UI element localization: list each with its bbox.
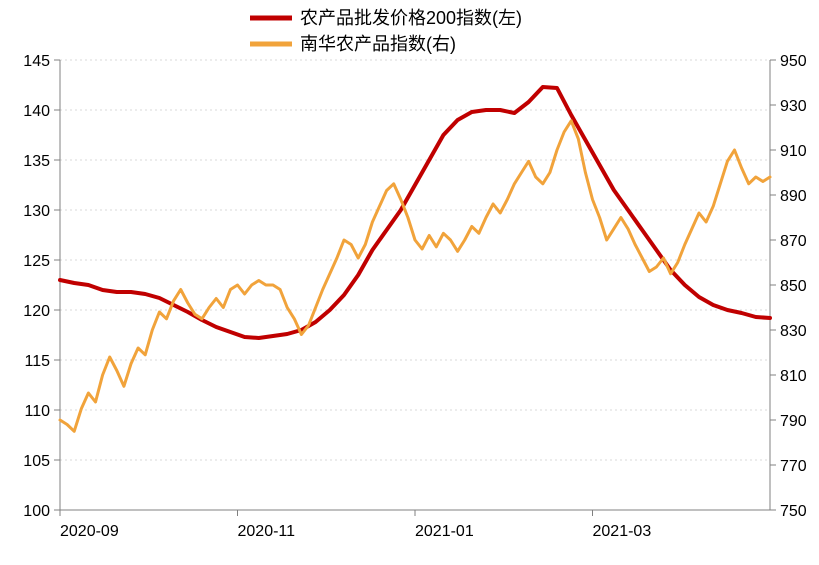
y-left-tick-label: 100 [23, 503, 50, 520]
y-right-tick-label: 790 [780, 413, 807, 430]
x-tick-label: 2020-09 [60, 523, 119, 540]
y-left-tick-label: 145 [23, 53, 50, 70]
y-left-tick-label: 140 [23, 103, 50, 120]
legend-label: 南华农产品指数(右) [300, 34, 456, 54]
y-left-tick-label: 130 [23, 203, 50, 220]
y-right-tick-label: 850 [780, 278, 807, 295]
y-right-tick-label: 830 [780, 323, 807, 340]
y-left-tick-label: 110 [24, 403, 50, 420]
y-right-tick-label: 810 [780, 368, 807, 385]
y-right-tick-label: 870 [780, 233, 807, 250]
y-right-tick-label: 930 [780, 98, 807, 115]
legend-label: 农产品批发价格200指数(左) [300, 8, 522, 28]
y-right-tick-label: 890 [780, 188, 807, 205]
chart-container: 100 105 110 115 120 125 130 135 140 145 750 770 790 8… [0, 0, 819, 565]
x-tick-label: 2021-01 [415, 523, 474, 540]
y-right-tick-label: 770 [780, 458, 807, 475]
x-tick-label: 2021-03 [593, 523, 652, 540]
y-right-tick-label: 910 [780, 143, 807, 160]
y-left-tick-label: 105 [23, 453, 50, 470]
y-right-tick-label: 750 [780, 503, 807, 520]
y-left-tick-label: 120 [23, 303, 50, 320]
y-left-tick-label: 115 [24, 353, 50, 370]
x-tick-label: 2020-11 [238, 523, 296, 540]
y-left-tick-label: 135 [23, 153, 50, 170]
y-right-tick-label: 950 [780, 53, 807, 70]
y-left-tick-label: 125 [23, 253, 50, 270]
line-chart: 100 105 110 115 120 125 130 135 140 145 750 770 790 8… [0, 0, 819, 565]
